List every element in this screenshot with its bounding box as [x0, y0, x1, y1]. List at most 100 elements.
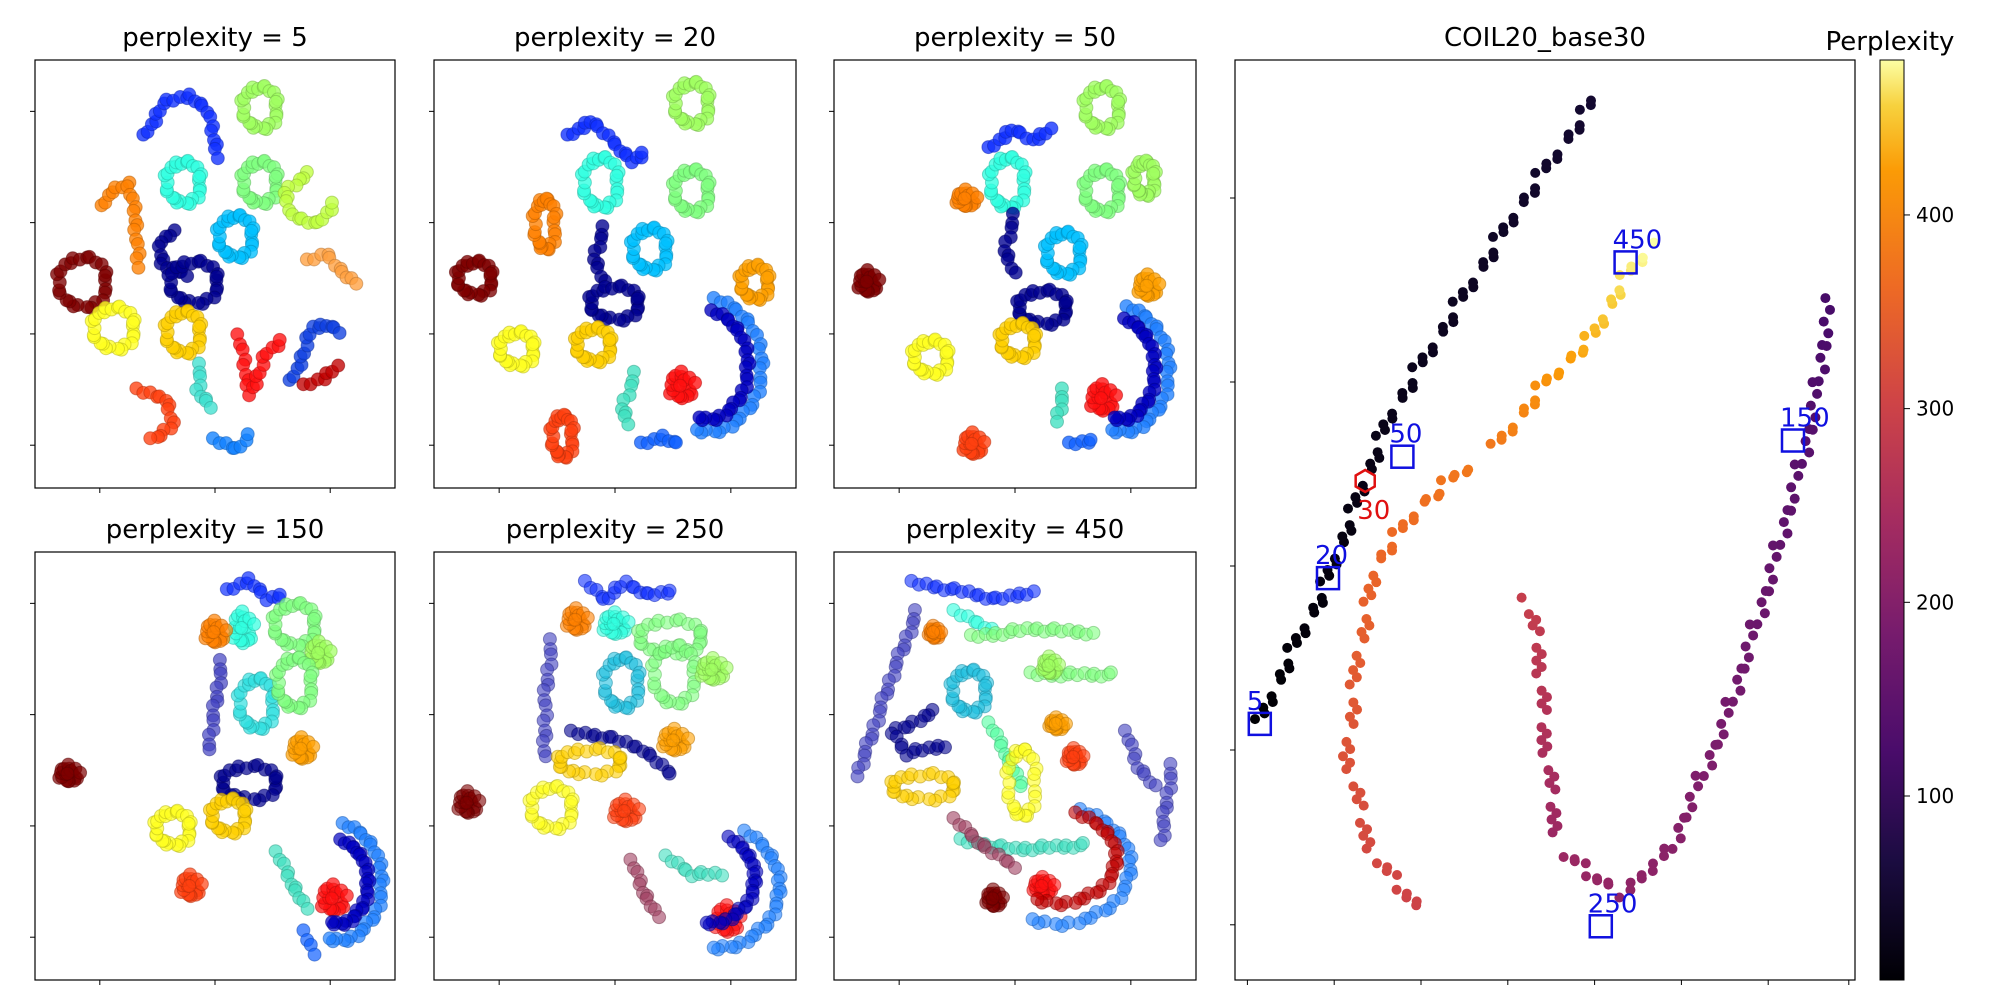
cluster-17: [189, 356, 218, 415]
data-point: [668, 435, 683, 450]
cluster-15: [692, 303, 757, 428]
embedding-point: [1818, 316, 1829, 327]
cluster-14: [607, 792, 647, 829]
cluster-1: [50, 249, 114, 315]
embedding-point: [1337, 531, 1348, 542]
cluster-14: [689, 290, 771, 440]
panel-5: perplexity = 250: [429, 515, 797, 985]
embedding-point: [1397, 387, 1408, 398]
data-point: [332, 325, 347, 340]
data-point: [1027, 766, 1042, 781]
panel-4: perplexity = 150: [30, 515, 396, 985]
data-point: [630, 291, 645, 306]
embedding-point: [1354, 817, 1365, 828]
embedding-point: [1718, 729, 1729, 740]
embedding-point: [1554, 367, 1565, 378]
colorbar-tick-label: 100: [1916, 784, 1954, 808]
embedding-point: [1614, 285, 1625, 296]
embedding-point: [1782, 528, 1793, 539]
embedding-point: [1732, 674, 1743, 685]
cluster-12: [550, 741, 628, 783]
data-point: [926, 625, 941, 640]
embedding-point: [1343, 503, 1353, 514]
data-point: [957, 191, 972, 206]
cluster-18: [658, 848, 730, 884]
embedding-point: [1589, 323, 1600, 334]
data-point: [939, 345, 954, 360]
data-point: [688, 375, 703, 390]
embedding-point: [1531, 642, 1542, 653]
embedding-point: [1693, 781, 1704, 792]
data-point: [73, 765, 88, 780]
embedding-point: [1387, 408, 1398, 419]
embedding-point: [1338, 751, 1348, 762]
data-point: [247, 617, 262, 632]
embedding-point: [1344, 711, 1355, 722]
data-point: [209, 269, 224, 284]
data-point: [1050, 414, 1064, 429]
embedding-point: [1786, 482, 1797, 493]
panel-title: COIL20_base30: [1444, 23, 1646, 53]
embedding-point: [1704, 750, 1715, 761]
embedding-point: [1759, 608, 1770, 619]
data-point: [525, 337, 540, 352]
cluster-16: [615, 364, 641, 432]
cluster-19: [1061, 432, 1098, 452]
embedding-point: [1626, 261, 1637, 272]
embedding-point: [1740, 641, 1751, 652]
panel-title: perplexity = 5: [122, 23, 308, 53]
cluster-18: [268, 844, 315, 916]
embedding-point: [1800, 436, 1811, 447]
embedding-point: [1408, 511, 1419, 522]
data-point: [632, 802, 647, 817]
cluster-14: [1084, 376, 1124, 418]
panel-title: perplexity = 20: [514, 23, 716, 53]
data-point: [621, 417, 636, 432]
data-point: [617, 804, 632, 819]
panel-3: perplexity = 50: [829, 23, 1197, 493]
cluster-16: [322, 816, 391, 949]
data-point: [311, 645, 325, 660]
data-point: [946, 776, 961, 791]
panel-title: perplexity = 450: [906, 515, 1125, 545]
embedding-point: [1659, 851, 1669, 862]
embedding-point: [1681, 812, 1692, 823]
data-point: [630, 669, 645, 684]
cluster-2: [560, 115, 649, 170]
cluster-3: [559, 601, 595, 637]
data-point: [192, 319, 207, 334]
data-point: [715, 868, 730, 883]
embedding-point: [1344, 520, 1355, 531]
data-point: [621, 614, 636, 629]
data-point: [546, 210, 561, 225]
embedding-point: [1536, 722, 1547, 733]
data-point: [1086, 625, 1101, 640]
cluster-17: [699, 829, 764, 932]
data-point: [339, 888, 354, 903]
data-point: [1030, 892, 1045, 907]
embedding-point: [1578, 344, 1589, 355]
cluster-17: [325, 832, 377, 932]
cluster-13: [663, 364, 703, 406]
data-point: [234, 621, 249, 636]
cluster-11: [285, 730, 321, 766]
embedding-point: [1707, 760, 1718, 771]
cluster-1: [448, 253, 500, 303]
cluster-5: [981, 150, 1033, 215]
cluster-6: [1076, 162, 1128, 220]
data-point: [1153, 833, 1168, 848]
colorbar-tick-label: 300: [1916, 397, 1954, 421]
data-point: [985, 891, 1000, 906]
data-point: [692, 410, 707, 425]
data-point: [1044, 121, 1059, 136]
cluster-3: [1076, 79, 1128, 137]
data-point: [662, 583, 677, 598]
embedding-point: [1449, 469, 1460, 480]
embedding-point: [1597, 314, 1608, 325]
embedding-point: [1351, 650, 1362, 661]
cluster-4: [596, 605, 636, 642]
colorbar-gradient: [1879, 59, 1905, 981]
embedding-point: [1687, 802, 1698, 813]
embedding-point: [1308, 602, 1319, 613]
